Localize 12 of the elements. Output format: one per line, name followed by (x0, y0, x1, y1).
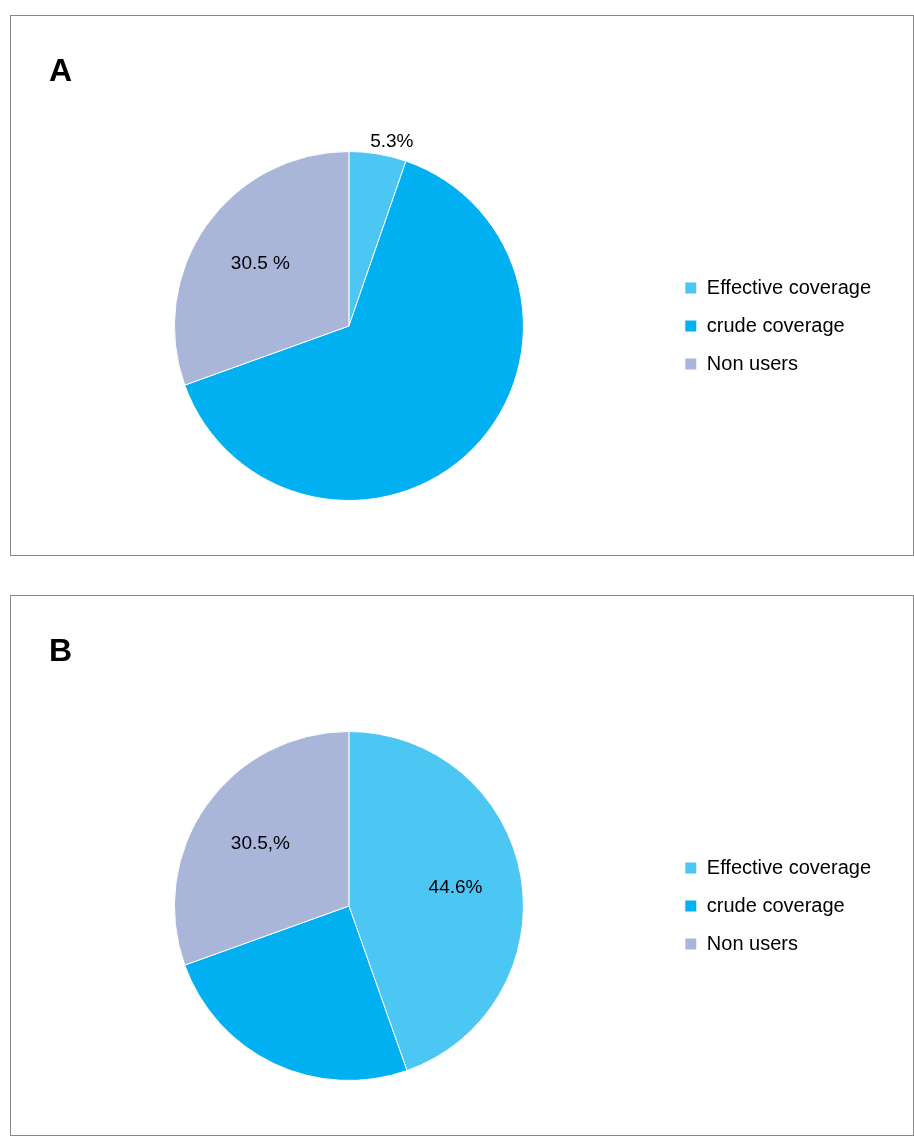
legend-label: crude coverage (706, 313, 845, 336)
legend-label: Effective coverage (706, 275, 871, 298)
data-label: 5.3% (370, 130, 414, 152)
chart-title: B (49, 632, 73, 668)
chart-title: A (49, 52, 73, 88)
legend-label: Effective coverage (706, 855, 871, 878)
legend-label: Non users (706, 351, 798, 374)
data-label: 44.6% (428, 875, 483, 897)
legend-label: crude coverage (706, 893, 845, 916)
data-label: 30.5 % (230, 252, 291, 274)
data-label: 30.5,% (230, 832, 291, 854)
legend-label: Non users (706, 931, 798, 954)
